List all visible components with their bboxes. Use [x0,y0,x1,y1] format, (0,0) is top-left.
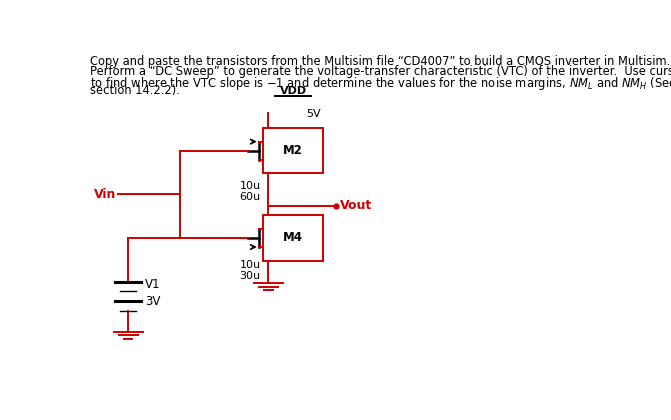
Text: 5V: 5V [306,109,321,118]
Text: M4: M4 [283,231,303,244]
Text: section 14.2.2).: section 14.2.2). [90,84,180,97]
Text: 10u: 10u [240,260,260,270]
Text: Copy and paste the transistors from the Multisim file “CD4007” to build a CMOS i: Copy and paste the transistors from the … [90,55,670,68]
Text: Vin: Vin [94,188,117,201]
Text: 10u: 10u [240,181,260,191]
Text: Vout: Vout [340,199,372,212]
Text: VDD: VDD [280,86,307,96]
Text: 60u: 60u [240,192,260,202]
Text: V1: V1 [145,278,161,291]
Text: M2: M2 [283,144,303,157]
Text: 30u: 30u [240,271,260,281]
Text: 3V: 3V [145,294,160,307]
Text: Perform a “DC Sweep” to generate the voltage-transfer characteristic (VTC) of th: Perform a “DC Sweep” to generate the vol… [90,65,671,78]
Text: to find where the VTC slope is −1 and determine the values for the noise margins: to find where the VTC slope is −1 and de… [90,75,671,92]
